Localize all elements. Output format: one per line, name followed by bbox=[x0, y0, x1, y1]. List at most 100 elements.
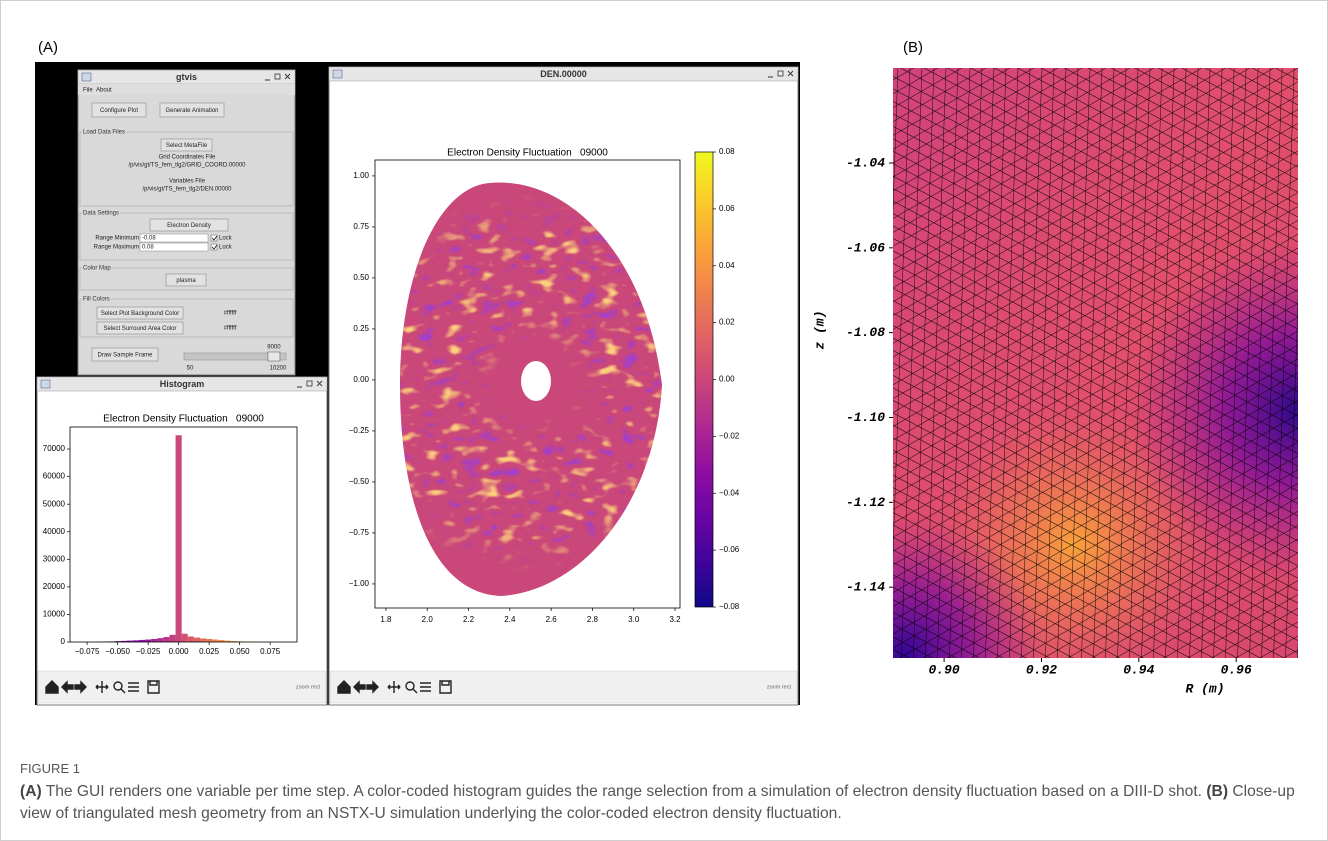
histogram-bar bbox=[206, 639, 212, 642]
x-tick-label: −0.075 bbox=[75, 647, 100, 656]
window-title: gtvis bbox=[176, 72, 197, 82]
y-tick-label: −0.25 bbox=[349, 426, 370, 435]
chart-title: Electron Density Fluctuation 09000 bbox=[103, 414, 264, 425]
window-icon bbox=[41, 380, 50, 388]
window-title: Histogram bbox=[160, 379, 205, 389]
x-tick-label: 3.0 bbox=[628, 615, 640, 624]
y-tick-label: -1.10 bbox=[846, 410, 885, 425]
slider-max: 10200 bbox=[270, 366, 287, 372]
x-tick-label: −0.050 bbox=[105, 647, 130, 656]
background-color-button-label: Select Plot Background Color bbox=[101, 311, 179, 317]
window-icon bbox=[82, 73, 91, 81]
range-value: 0.08 bbox=[142, 245, 154, 251]
colorbar-tick-label: −0.06 bbox=[719, 545, 740, 554]
toolbar bbox=[330, 671, 797, 703]
select-metafile-button-label: Select MetaFile bbox=[166, 143, 208, 149]
y-tick-label: −0.50 bbox=[349, 477, 370, 486]
caption: FIGURE 1 (A) The GUI renders one variabl… bbox=[20, 758, 1310, 825]
panel-label: (A) bbox=[38, 39, 58, 56]
group-heading: Color Map bbox=[83, 266, 111, 272]
range-label: Range Maximum bbox=[94, 245, 139, 251]
window-title: DEN.00000 bbox=[540, 69, 587, 79]
colorbar-tick-label: 0.02 bbox=[719, 318, 735, 327]
y-tick-label: -1.14 bbox=[846, 580, 885, 595]
x-tick-label: 0.050 bbox=[230, 647, 251, 656]
y-tick-label: -1.06 bbox=[846, 240, 885, 255]
page: (A) (B) gtvisFileAboutConfigure PlotGene… bbox=[0, 0, 1328, 841]
y-tick-label: 10000 bbox=[43, 610, 66, 619]
central-hole bbox=[521, 361, 551, 401]
y-tick-label: −0.75 bbox=[349, 528, 370, 537]
x-axis-label: R (m) bbox=[1185, 681, 1224, 696]
x-tick-label: 0.075 bbox=[260, 647, 281, 656]
colorbar-tick-label: 0.08 bbox=[719, 147, 735, 156]
histogram-bar bbox=[182, 634, 188, 642]
y-tick-label: 1.00 bbox=[353, 171, 369, 180]
configure-plot-button-label: Configure Plot bbox=[100, 108, 138, 114]
draw-sample-frame-button-label: Draw Sample Frame bbox=[97, 353, 153, 359]
y-tick-label: 0.50 bbox=[353, 273, 369, 282]
colorbar-tick-label: −0.08 bbox=[719, 602, 740, 611]
x-tick-label: 0.90 bbox=[929, 662, 960, 677]
x-tick-label: 0.92 bbox=[1026, 662, 1057, 677]
caption-text: (A) The GUI renders one variable per tim… bbox=[20, 781, 1310, 825]
chart-title: Electron Density Fluctuation 09000 bbox=[447, 148, 608, 159]
lock-label: Lock bbox=[219, 245, 233, 251]
menu-item[interactable]: About bbox=[96, 88, 112, 94]
x-tick-label: 2.2 bbox=[463, 615, 475, 624]
x-tick-label: 2.4 bbox=[504, 615, 516, 624]
y-tick-label: 0 bbox=[61, 637, 66, 646]
range-label: Range Minimum bbox=[95, 236, 139, 242]
caption-part: The GUI renders one variable per time st… bbox=[46, 783, 1202, 800]
background-color-value: #ffffff bbox=[224, 311, 237, 317]
x-tick-label: 0.96 bbox=[1221, 662, 1252, 677]
histogram-bar bbox=[169, 635, 175, 642]
y-tick-label: 30000 bbox=[43, 554, 66, 563]
variables-label: Variables File bbox=[169, 179, 206, 185]
grid-path: /p/vis/gt/TS_fem_tlg2/GRID_COORD.00000 bbox=[128, 163, 246, 169]
y-tick-label: 60000 bbox=[43, 472, 66, 481]
y-tick-label: 40000 bbox=[43, 527, 66, 536]
x-tick-label: 2.0 bbox=[422, 615, 434, 624]
status-text: zoom rect bbox=[767, 684, 792, 690]
slider-thumb[interactable] bbox=[268, 352, 280, 361]
range-value: -0.08 bbox=[142, 236, 156, 242]
group-heading: Load Data Files bbox=[83, 130, 125, 136]
histogram-bar bbox=[194, 638, 200, 642]
histogram-bar bbox=[200, 638, 206, 642]
lock-label: Lock bbox=[219, 236, 233, 242]
mesh-view bbox=[893, 68, 1298, 658]
x-tick-label: 1.8 bbox=[380, 615, 392, 624]
status-text: zoom rect bbox=[296, 684, 321, 690]
y-tick-label: -1.04 bbox=[846, 155, 885, 170]
histogram-bar bbox=[157, 638, 163, 642]
colormap-menu-label: plasma bbox=[176, 278, 196, 284]
grid-label: Grid Coordinates File bbox=[159, 155, 216, 161]
caption-tag: (A) bbox=[20, 783, 42, 800]
x-tick-label: −0.025 bbox=[136, 647, 161, 656]
surround-color-button-label: Select Surround Area Color bbox=[103, 326, 176, 332]
x-tick-label: 0.025 bbox=[199, 647, 220, 656]
colorbar bbox=[695, 152, 713, 607]
x-tick-label: 2.6 bbox=[546, 615, 558, 624]
variable-menu-label: Electron Density bbox=[167, 223, 211, 229]
colorbar-tick-label: 0.06 bbox=[719, 204, 735, 213]
caption-tag: (B) bbox=[1206, 783, 1228, 800]
figure-label: FIGURE 1 bbox=[20, 758, 1310, 780]
plot-area bbox=[70, 427, 297, 642]
group-heading: Fill Colors bbox=[83, 297, 110, 303]
y-tick-label: 70000 bbox=[43, 444, 66, 453]
y-tick-label: -1.08 bbox=[846, 325, 885, 340]
colorbar-tick-label: −0.02 bbox=[719, 431, 740, 440]
histogram-bar bbox=[176, 435, 182, 642]
menu-item[interactable]: File bbox=[83, 88, 93, 94]
y-tick-label: −1.00 bbox=[349, 579, 370, 588]
y-tick-label: 0.75 bbox=[353, 222, 369, 231]
colorbar-tick-label: −0.04 bbox=[719, 488, 740, 497]
x-tick-label: 0.94 bbox=[1123, 662, 1154, 677]
histogram-bar bbox=[188, 636, 194, 642]
colorbar-tick-label: 0.04 bbox=[719, 261, 735, 270]
x-tick-label: 2.8 bbox=[587, 615, 599, 624]
surround-color-value: #ffffff bbox=[224, 326, 237, 332]
